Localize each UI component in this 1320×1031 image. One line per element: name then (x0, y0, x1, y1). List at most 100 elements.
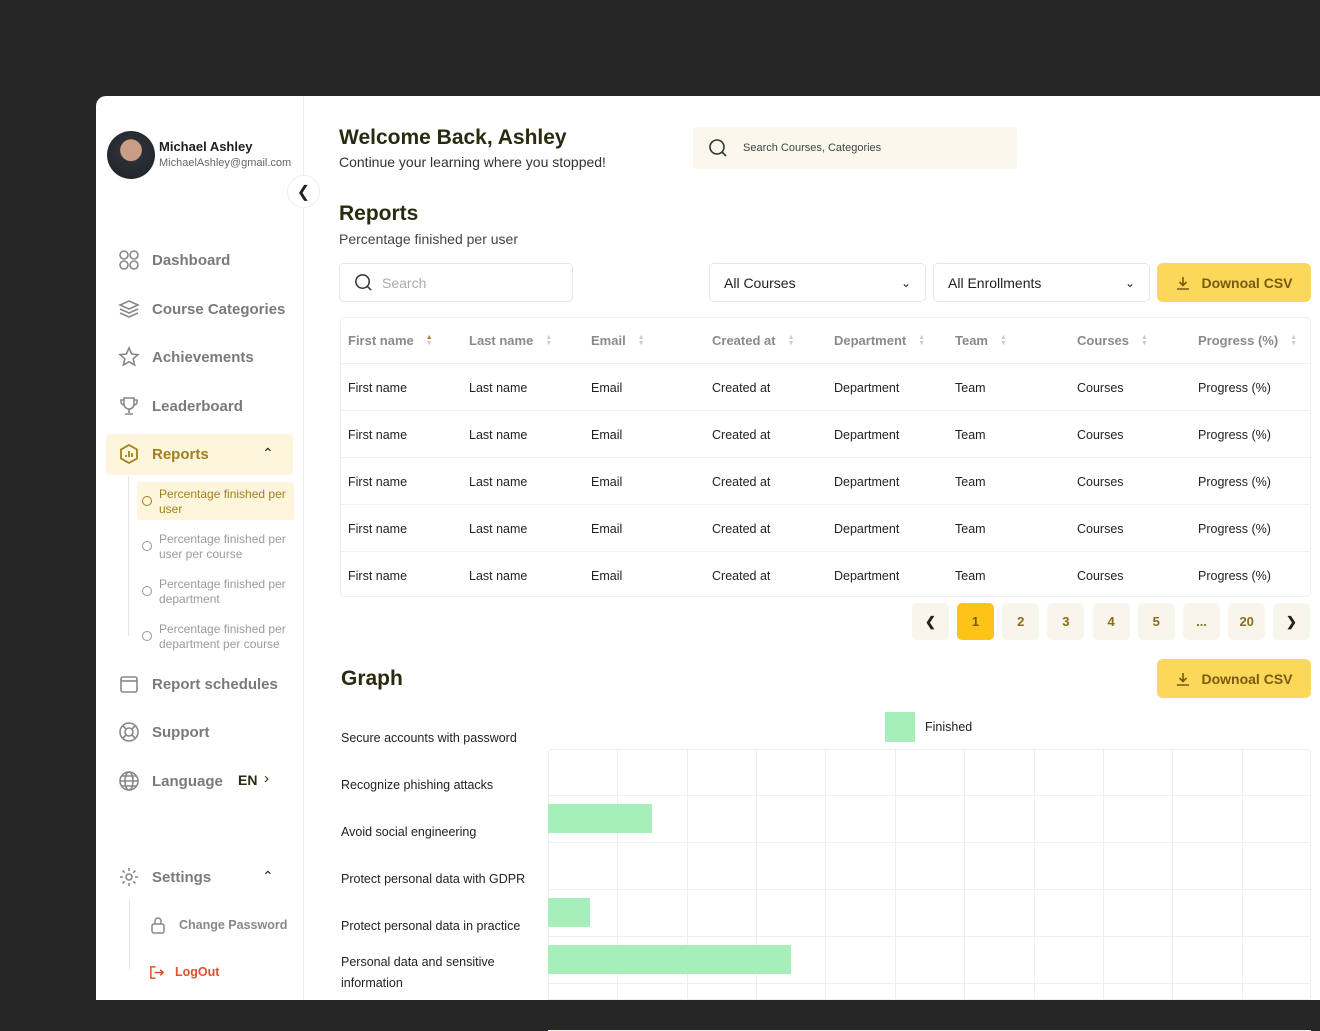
prev-page-button[interactable]: ❮ (912, 603, 949, 640)
chevron-left-icon: ❮ (925, 613, 936, 629)
sidebar-item-leaderboard[interactable]: Leaderboard (118, 395, 243, 417)
column-header[interactable]: Last name ▲ ▼ (469, 333, 552, 348)
gridline-horizontal (548, 936, 1311, 937)
sidebar-item-reports-label[interactable]: Reports (118, 443, 209, 465)
submenu-item-per-user-per-course[interactable]: Percentage finished per user per course (159, 532, 286, 561)
sidebar-item-label: Support (152, 723, 210, 741)
category-label: Recognize phishing attacks (341, 778, 494, 792)
enrollments-select[interactable]: All Enrollments ⌄ (933, 263, 1150, 302)
gridline-vertical (1172, 749, 1174, 1000)
table-search-input[interactable]: Search (339, 263, 573, 302)
sidebar-item-settings[interactable]: Settings (118, 866, 211, 888)
column-header[interactable]: First name ▲ ▼ (348, 333, 433, 348)
sort-icon[interactable]: ▲ ▼ (425, 333, 433, 347)
bar[interactable] (548, 898, 590, 927)
table-row[interactable]: First name Last name Email Created at Depart… (341, 410, 1310, 457)
sidebar-item-dashboard[interactable]: Dashboard (118, 249, 230, 271)
radio-dot-icon (142, 541, 152, 551)
category-label: Protect personal data with GDPR (341, 872, 526, 886)
submenu-item-per-user[interactable]: Percentage finished per user (159, 487, 286, 516)
page-button[interactable]: 1 (957, 603, 994, 640)
page-button[interactable]: 4 (1092, 603, 1130, 640)
table-cell: Progress (%) (1198, 381, 1271, 395)
table-cell: Created at (712, 569, 771, 583)
column-header[interactable]: Email ▲ ▼ (591, 333, 645, 348)
category-label: Avoid social engineering (341, 825, 477, 839)
gridline-vertical (964, 749, 966, 1000)
sidebar-item-achievements[interactable]: Achievements (118, 346, 254, 368)
search-icon (355, 274, 372, 291)
submenu-item-per-department[interactable]: Percentage finished per department (159, 577, 286, 606)
table-cell: Email (591, 522, 623, 536)
table-cell: Team (955, 428, 986, 442)
download-csv-button[interactable]: Downoal CSV (1157, 263, 1311, 302)
user-name: Michael Ashley (159, 139, 253, 154)
table-cell: Team (955, 475, 986, 489)
change-password-link[interactable]: Change Password (179, 918, 288, 932)
submenu-item-per-department-per-course[interactable]: Percentage finished per department per c… (159, 622, 286, 651)
page-button[interactable]: ... (1183, 603, 1220, 640)
table-row[interactable]: First name Last name Email Created at Depart… (341, 551, 1310, 598)
sort-icon[interactable]: ▲ ▼ (1000, 333, 1007, 347)
column-header[interactable]: Courses ▲ ▼ (1077, 333, 1148, 348)
logout-link[interactable]: LogOut (175, 965, 220, 979)
global-search-input[interactable]: Search Courses, Categories (693, 127, 1017, 169)
table-row[interactable]: First name Last name Email Created at Depart… (341, 363, 1310, 410)
table-cell: Team (955, 381, 986, 395)
gridline-vertical (686, 749, 688, 1000)
sort-icon[interactable]: ▲ ▼ (545, 333, 553, 347)
table-cell: Progress (%) (1198, 428, 1271, 442)
table-cell: Email (591, 569, 623, 583)
radio-dot-icon (142, 631, 152, 641)
gridline-vertical (825, 749, 827, 1000)
sidebar-item-support[interactable]: Support (118, 721, 210, 743)
collapse-sidebar-button[interactable]: ❮ (287, 175, 320, 208)
page-button[interactable]: 5 (1137, 603, 1175, 640)
sort-icon[interactable]: ▲ ▼ (637, 333, 645, 347)
table-cell: Last name (469, 381, 528, 395)
sidebar-item-course-categories[interactable]: Course Categories (118, 298, 285, 320)
table-cell: First name (348, 569, 408, 583)
trophy-icon (120, 397, 138, 415)
column-header[interactable]: Progress (%) ▲ ▼ (1198, 333, 1297, 348)
page-button[interactable]: 2 (1002, 603, 1040, 640)
next-page-button[interactable]: ❯ (1273, 603, 1310, 640)
table-cell: Courses (1077, 522, 1124, 536)
bar[interactable] (548, 804, 653, 833)
legend-swatch (885, 712, 915, 742)
chevron-right-icon[interactable]: › (264, 770, 269, 787)
table-row[interactable]: First name Last name Email Created at Depart… (341, 457, 1310, 504)
lifebuoy-icon (119, 722, 139, 742)
table-row[interactable]: First name Last name Email Created at Depart… (341, 504, 1310, 551)
radio-dot-icon (142, 586, 152, 596)
sidebar-item-label: Course Categories (152, 300, 286, 318)
bar[interactable] (548, 945, 791, 974)
lock-icon (149, 916, 167, 934)
graph-download-csv-button[interactable]: Downoal CSV (1157, 659, 1311, 698)
sort-icon[interactable]: ▲ ▼ (1141, 333, 1148, 347)
language-value[interactable]: EN (238, 772, 258, 788)
table-cell: Progress (%) (1198, 522, 1271, 536)
sort-icon[interactable]: ▲ ▼ (787, 333, 795, 347)
table-cell: Department (834, 522, 900, 536)
sidebar-item-label: Leaderboard (152, 397, 243, 415)
courses-select[interactable]: All Courses ⌄ (709, 263, 926, 302)
sidebar-item-report-schedules[interactable]: Report schedules (118, 673, 278, 695)
page-button[interactable]: 3 (1047, 603, 1085, 640)
sort-icon[interactable]: ▲ ▼ (1290, 333, 1298, 347)
table-cell: Department (834, 475, 900, 489)
column-header[interactable]: Created at ▲ ▼ (712, 333, 795, 348)
reports-subtitle: Percentage finished per user (339, 231, 518, 247)
sidebar-item-language[interactable]: Language (118, 770, 223, 792)
column-header[interactable]: Team ▲ ▼ (955, 333, 1007, 348)
category-label: Secure accounts with password (341, 731, 517, 745)
table-cell: Progress (%) (1198, 475, 1271, 489)
page-button[interactable]: 20 (1228, 603, 1266, 640)
tree-line (128, 476, 129, 636)
chevron-up-icon[interactable]: ⌃ (262, 868, 274, 884)
column-header[interactable]: Department ▲ ▼ (834, 333, 925, 348)
chevron-up-icon[interactable]: ⌃ (262, 445, 274, 461)
sort-icon[interactable]: ▲ ▼ (918, 333, 926, 347)
avatar[interactable] (107, 131, 155, 179)
column-header-label: Department (834, 333, 907, 348)
